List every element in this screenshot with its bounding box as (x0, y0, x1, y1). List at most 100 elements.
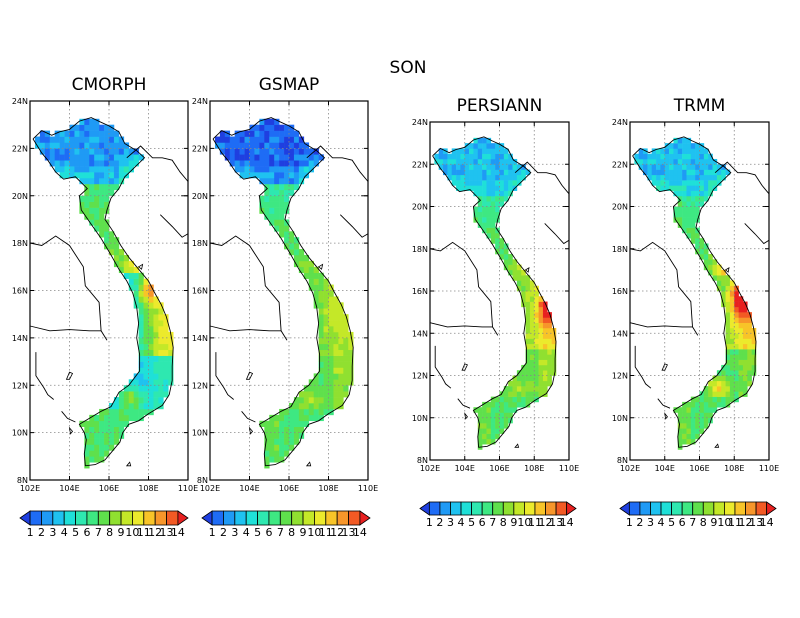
grid-cell (333, 391, 339, 398)
grid-cell (686, 433, 692, 440)
grid-cell (249, 136, 255, 143)
grid-cell (153, 373, 159, 380)
grid-cell (729, 301, 735, 308)
grid-cell (284, 237, 290, 244)
grid-cell (284, 142, 290, 149)
grid-cell (84, 124, 90, 131)
grid-cell (486, 190, 492, 197)
grid-cell (729, 391, 735, 397)
grid-cell (473, 407, 479, 413)
axis-ticks: 102E 104E 106E 108E 110E8N10N12N14N16N18N20N… (412, 118, 579, 473)
grid-cell (94, 207, 100, 214)
grid-cell (158, 349, 164, 356)
grid-cell (104, 426, 110, 433)
grid-cell (153, 320, 159, 327)
grid-cell (686, 169, 692, 176)
lat-tick-label: 20N (12, 192, 28, 201)
grid-cell (84, 438, 90, 445)
grid-cell (284, 172, 290, 179)
grid-cell (456, 164, 461, 170)
country-borders (209, 117, 369, 467)
grid-cell (734, 317, 739, 323)
colorbar-label: 7 (489, 516, 496, 529)
grid-cell (274, 136, 280, 143)
grid-cell (486, 174, 492, 181)
grid-cell (516, 264, 522, 271)
grid-cell (529, 280, 535, 287)
grid-cell (84, 189, 90, 197)
grid-cell (682, 217, 687, 223)
grid-cell (508, 396, 513, 403)
grid-cell (456, 180, 461, 186)
grid-cell (503, 423, 509, 429)
grid-cell (542, 317, 548, 323)
grid-cell (686, 158, 692, 165)
grid-cell (279, 177, 285, 185)
grid-cell (456, 148, 461, 154)
colorbar-label: 14 (760, 516, 774, 529)
grid-cell (482, 153, 487, 160)
lon-tick-label: 108E (138, 484, 158, 493)
colorbar-label: 3 (447, 516, 454, 529)
grid-cell (669, 169, 674, 176)
grid-cell (486, 195, 492, 202)
grid-cell (168, 355, 174, 362)
grid-cell (503, 412, 509, 419)
grid-cell (158, 361, 164, 368)
grid-cell (734, 333, 739, 339)
grid-cell (313, 391, 319, 398)
colorbar-label: 8 (106, 526, 113, 539)
grid-cell (284, 408, 290, 416)
grid-cell (486, 428, 492, 434)
grid-cell (482, 164, 487, 170)
grid-cell (303, 420, 310, 427)
grid-cell (482, 438, 487, 445)
grid-cell (529, 391, 535, 397)
grid-cell (699, 190, 705, 197)
grid-cell (538, 359, 544, 366)
grid-cell (303, 397, 310, 404)
grid-cell (338, 314, 344, 321)
grid-cell (333, 326, 339, 333)
grid-cell (682, 407, 687, 413)
grid-cell (274, 207, 280, 214)
grid-cell (109, 231, 115, 238)
grid-cell (293, 172, 300, 179)
grid-cell (495, 190, 500, 197)
grid-cell (482, 222, 487, 228)
grid-cell (716, 264, 722, 271)
grid-cell (677, 428, 683, 434)
lat-tick-label: 12N (412, 372, 428, 381)
grid-cell (279, 420, 285, 427)
grid-cell (651, 158, 657, 165)
grid-cell (158, 373, 164, 380)
grid-cell (725, 291, 731, 297)
lat-tick-label: 22N (12, 144, 28, 153)
grid-cell (84, 148, 90, 155)
grid-cell (469, 180, 474, 186)
colorbar-high-arrow (566, 501, 577, 516)
grid-cell (686, 174, 692, 181)
grid-cell (333, 403, 339, 410)
grid-cell (239, 154, 245, 161)
grid-cell (725, 380, 731, 387)
grid-cell (313, 278, 319, 285)
grid-cell (529, 312, 535, 318)
grid-cell (148, 290, 154, 297)
grid-cell (94, 148, 100, 155)
grid-cell (109, 172, 115, 179)
colorbar-box (502, 501, 515, 516)
grid-cell (729, 354, 735, 360)
grid-cell (503, 153, 509, 160)
island-outline (305, 461, 312, 467)
grid-cell (64, 142, 70, 149)
grid-cell (113, 166, 120, 173)
grid-cell (264, 444, 270, 451)
grid-cell (284, 130, 290, 137)
grid-cell (269, 207, 275, 214)
grid-cell (438, 148, 444, 154)
grid-cell (343, 379, 349, 386)
grid-cell (259, 118, 265, 125)
grid-cell (538, 364, 544, 371)
